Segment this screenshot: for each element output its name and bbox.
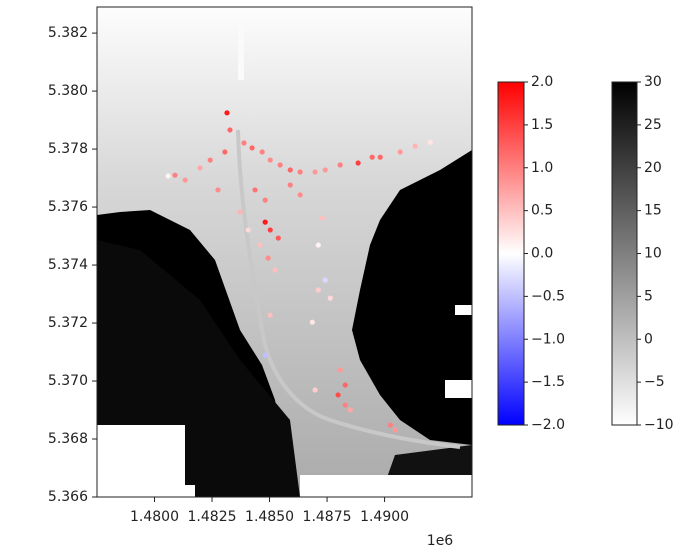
y-tick-label: 5.380 (48, 83, 88, 99)
colorbar-tick-label: 15 (644, 203, 662, 219)
point (377, 154, 383, 160)
colorbar-tick-label: 2.0 (531, 74, 553, 90)
raster (97, 7, 472, 497)
colorbar-tick-label: −2.0 (531, 417, 565, 433)
x-tick-label: 1.4900 (360, 509, 409, 525)
y-tick-label: 5.376 (48, 199, 88, 215)
point (241, 140, 247, 146)
point (259, 149, 265, 155)
y-tick-label: 5.372 (48, 315, 88, 331)
point (277, 162, 283, 168)
y-tick-label: 5.368 (48, 431, 88, 447)
x-tick-label: 1.4850 (245, 509, 294, 525)
point (287, 182, 293, 188)
point (237, 209, 243, 215)
point (222, 149, 228, 155)
colorbar-tick-label: −1.0 (531, 331, 565, 347)
point (267, 227, 273, 233)
colorbar-tick-label: 0.5 (531, 203, 553, 219)
point (257, 242, 263, 248)
point (427, 139, 433, 145)
colorbar-tick-label: 5 (644, 288, 653, 304)
point (249, 145, 255, 151)
point (207, 157, 213, 163)
point (342, 402, 348, 408)
colorbar-tick-label: 25 (644, 117, 662, 133)
point (347, 407, 353, 413)
colorbar (611, 81, 638, 426)
point (287, 167, 293, 173)
point (312, 169, 318, 175)
point (337, 162, 343, 168)
point (397, 149, 403, 155)
point (267, 157, 273, 163)
point (335, 392, 341, 398)
point (297, 192, 303, 198)
point (369, 154, 375, 160)
y-tick-label: 5.374 (48, 257, 88, 273)
point (342, 382, 348, 388)
x-tick-label: 1.4875 (303, 509, 352, 525)
point (227, 127, 233, 133)
point (322, 277, 328, 283)
point (265, 255, 271, 261)
point (322, 167, 328, 173)
colorbar-tick-label: −0.5 (531, 288, 565, 304)
point (215, 187, 221, 193)
axes-frame (96, 6, 473, 498)
point (262, 352, 268, 358)
point (262, 219, 268, 225)
colorbar-tick-label: −5 (644, 374, 665, 390)
point (309, 319, 315, 325)
point (319, 215, 325, 221)
point (315, 287, 321, 293)
y-tick-label: 5.370 (48, 373, 88, 389)
point (337, 367, 343, 373)
point (172, 172, 178, 178)
point (197, 165, 203, 171)
colorbar-tick-label: 0.0 (531, 246, 553, 262)
colorbar-tick-label: 1.5 (531, 117, 553, 133)
colorbar-tick-label: −10 (644, 417, 674, 433)
point (182, 177, 188, 183)
point (387, 422, 393, 428)
point (262, 197, 268, 203)
point (275, 235, 281, 241)
point (312, 387, 318, 393)
x-tick-label: 1.4825 (188, 509, 237, 525)
x-tick-label: 1.4800 (130, 509, 179, 525)
x-offset-label: 1e6 (427, 533, 454, 549)
point (327, 295, 333, 301)
colorbar-tick-label: 0 (644, 331, 653, 347)
colorbar-tick-label: 20 (644, 160, 662, 176)
point (224, 110, 230, 116)
colorbar-tick-label: 10 (644, 246, 662, 262)
point (412, 143, 418, 149)
point (165, 173, 171, 179)
point (245, 227, 251, 233)
point (392, 427, 398, 433)
colorbar-tick-label: 30 (644, 74, 662, 90)
point (272, 267, 278, 273)
colorbar-tick-label: 1.0 (531, 160, 553, 176)
y-tick-label: 5.366 (48, 489, 88, 505)
colorbar (497, 81, 525, 426)
point (315, 242, 321, 248)
y-tick-label: 5.382 (48, 25, 88, 41)
point (252, 187, 258, 193)
point (297, 169, 303, 175)
point (267, 312, 273, 318)
y-tick-label: 5.378 (48, 141, 88, 157)
point (355, 160, 361, 166)
colorbar-tick-label: −1.5 (531, 374, 565, 390)
